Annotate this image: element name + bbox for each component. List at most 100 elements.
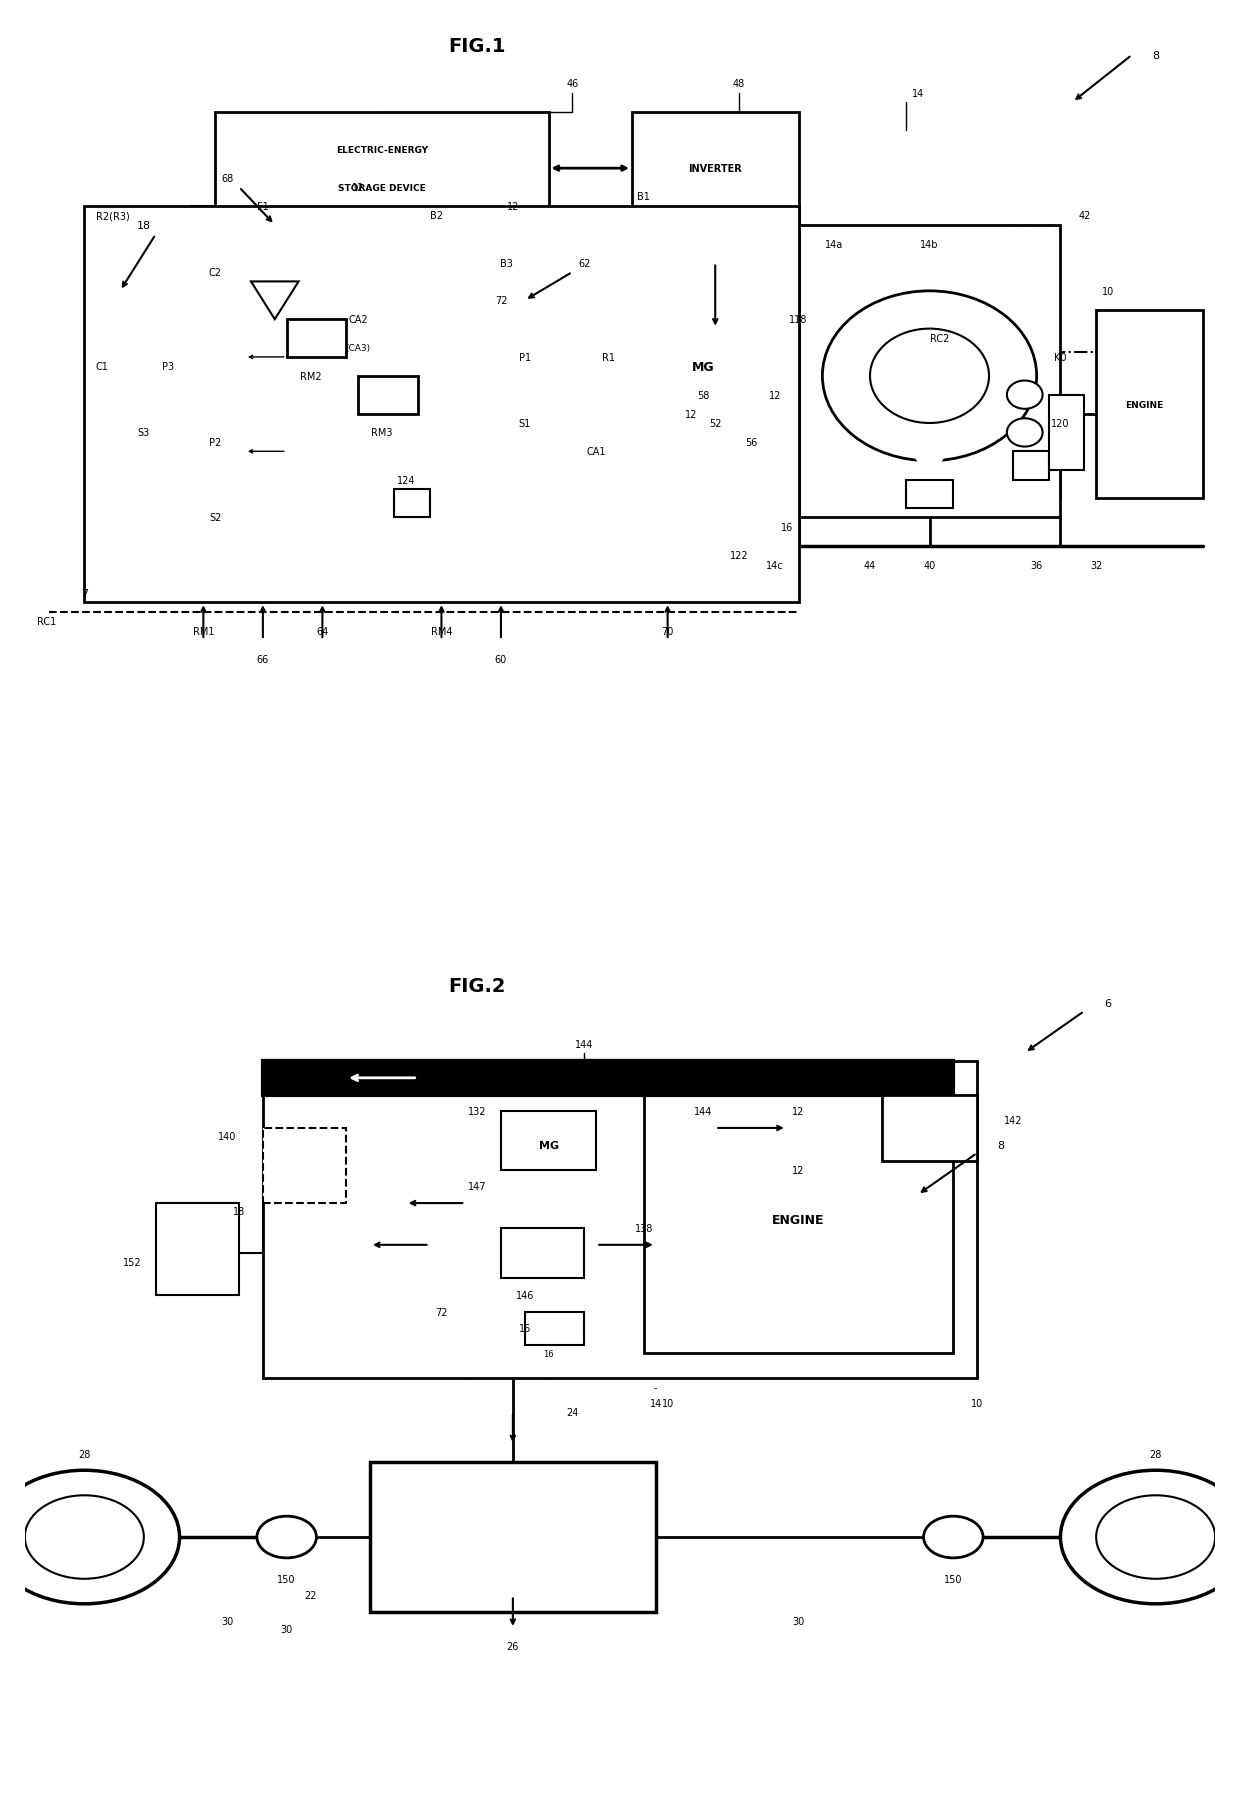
Text: R1: R1	[601, 352, 615, 363]
Text: ENGINE: ENGINE	[1125, 401, 1163, 410]
Text: 6: 6	[1105, 998, 1111, 1009]
Text: FIG.2: FIG.2	[449, 978, 506, 996]
Text: 22: 22	[304, 1591, 316, 1600]
Text: 14c: 14c	[766, 561, 784, 570]
Text: 66: 66	[257, 655, 269, 664]
Circle shape	[1007, 419, 1043, 448]
Text: 12: 12	[769, 390, 781, 401]
Text: 60: 60	[495, 655, 507, 664]
Bar	[882, 1096, 977, 1161]
Text: RM4: RM4	[430, 626, 453, 637]
Text: P3: P3	[161, 363, 174, 372]
Text: 44: 44	[864, 561, 877, 570]
Text: 12: 12	[507, 201, 520, 212]
Text: 14a: 14a	[825, 239, 843, 250]
Text: CA2: CA2	[348, 316, 368, 325]
Text: MG: MG	[692, 361, 714, 374]
Bar	[358, 377, 418, 414]
Text: 8: 8	[1152, 51, 1159, 62]
Bar	[84, 207, 799, 602]
Circle shape	[0, 1471, 180, 1604]
Text: 30: 30	[792, 1616, 805, 1625]
Text: ENGINE: ENGINE	[773, 1214, 825, 1226]
Bar	[905, 481, 954, 508]
Circle shape	[1060, 1471, 1240, 1604]
Bar	[394, 490, 429, 519]
Bar	[156, 1203, 239, 1295]
Text: 132: 132	[467, 1107, 486, 1117]
Text: 32: 32	[1090, 561, 1102, 570]
Text: 12: 12	[686, 410, 698, 419]
Text: ELECTRIC-ENERGY: ELECTRIC-ENERGY	[336, 145, 428, 154]
Text: RM3: RM3	[371, 428, 393, 439]
Text: 72: 72	[495, 296, 507, 307]
Text: 10: 10	[661, 1399, 673, 1409]
Bar	[1013, 452, 1049, 481]
Text: 14: 14	[911, 89, 924, 98]
Text: S2: S2	[210, 513, 222, 522]
Text: FIG.1: FIG.1	[449, 36, 506, 56]
Text: 28: 28	[1149, 1449, 1162, 1458]
Text: 152: 152	[123, 1257, 141, 1266]
Text: R2(R3): R2(R3)	[97, 210, 130, 221]
Text: 72: 72	[435, 1306, 448, 1317]
Text: 118: 118	[790, 316, 807, 325]
Bar	[501, 1112, 596, 1170]
Text: 36: 36	[1030, 561, 1043, 570]
Text: 62: 62	[578, 258, 590, 268]
Bar	[525, 1312, 584, 1346]
Text: 48: 48	[733, 80, 745, 89]
Text: -: -	[653, 1382, 657, 1391]
Circle shape	[870, 330, 990, 424]
Text: 12: 12	[792, 1165, 805, 1175]
Text: INVERTER: INVERTER	[688, 163, 742, 174]
Text: 68: 68	[221, 174, 233, 183]
Bar	[216, 112, 548, 225]
Polygon shape	[250, 283, 299, 319]
Text: 150: 150	[278, 1575, 296, 1584]
Text: 28: 28	[78, 1449, 91, 1458]
Text: P1: P1	[518, 352, 531, 363]
Text: S1: S1	[518, 419, 531, 428]
Circle shape	[924, 1517, 983, 1558]
Bar	[799, 225, 1060, 519]
Text: RM1: RM1	[192, 626, 215, 637]
Text: 146: 146	[516, 1290, 534, 1301]
Text: 24: 24	[567, 1408, 579, 1417]
Text: 150: 150	[944, 1575, 962, 1584]
Text: F1: F1	[257, 201, 269, 212]
Text: 14: 14	[650, 1399, 662, 1409]
Text: 58: 58	[697, 390, 709, 401]
Text: B3: B3	[500, 258, 513, 268]
Text: 16: 16	[780, 522, 792, 533]
Text: 124: 124	[397, 475, 415, 486]
Text: 14b: 14b	[920, 239, 939, 250]
Text: 16: 16	[543, 1350, 554, 1359]
Text: 12: 12	[352, 183, 365, 192]
Bar	[644, 1087, 954, 1353]
Text: 12: 12	[792, 1107, 805, 1117]
Bar	[501, 1228, 584, 1279]
Bar	[286, 319, 346, 357]
Text: 18: 18	[233, 1206, 246, 1217]
Bar	[263, 1061, 977, 1379]
Text: 46: 46	[567, 80, 579, 89]
Text: 42: 42	[1078, 210, 1090, 221]
Text: C1: C1	[95, 363, 108, 372]
Text: 18: 18	[136, 221, 151, 230]
Text: 120: 120	[1052, 419, 1070, 428]
Text: RM2: RM2	[300, 372, 321, 381]
Bar	[632, 112, 799, 225]
Text: 56: 56	[745, 437, 758, 448]
Bar	[1049, 395, 1084, 472]
Circle shape	[1007, 381, 1043, 410]
Text: 26: 26	[507, 1640, 520, 1651]
Bar	[632, 319, 786, 414]
Text: STORAGE DEVICE: STORAGE DEVICE	[339, 183, 425, 192]
Text: 64: 64	[316, 626, 329, 637]
Text: 8: 8	[997, 1139, 1004, 1150]
Text: B1: B1	[637, 192, 650, 203]
Text: 144: 144	[694, 1107, 713, 1117]
Circle shape	[1096, 1495, 1215, 1578]
Text: RC2: RC2	[930, 334, 949, 345]
